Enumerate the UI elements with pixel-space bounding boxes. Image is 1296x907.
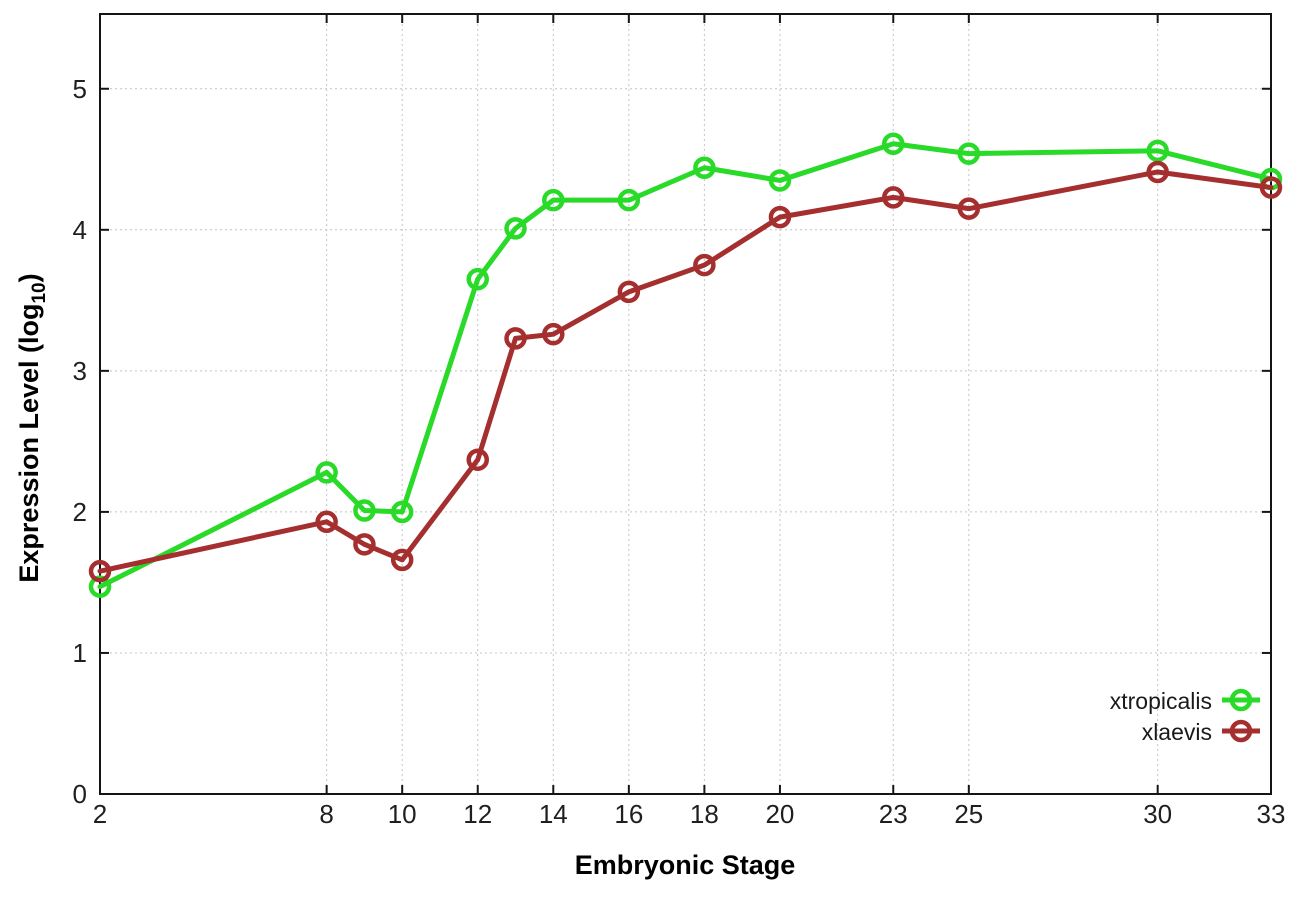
y-axis-title-close: ) bbox=[14, 273, 44, 282]
data-point-xtropicalis-8 bbox=[315, 461, 338, 484]
x-tick-label-2: 2 bbox=[93, 799, 107, 829]
data-point-xlaevis-12 bbox=[466, 448, 489, 471]
data-point-xtropicalis-14 bbox=[542, 188, 565, 212]
data-point-xlaevis-10 bbox=[390, 548, 414, 572]
data-point-xlaevis-30 bbox=[1146, 160, 1169, 184]
data-point-xtropicalis-12 bbox=[466, 267, 489, 291]
y-tick-label-3: 3 bbox=[73, 356, 87, 386]
legend-label-xlaevis: xlaevis bbox=[1142, 719, 1212, 745]
data-point-xlaevis-18 bbox=[693, 253, 716, 277]
data-point-xlaevis-14 bbox=[542, 322, 565, 346]
y-tick-label-4: 4 bbox=[73, 215, 87, 245]
legend-label-xtropicalis: xtropicalis bbox=[1110, 688, 1212, 714]
data-point-xtropicalis-20 bbox=[768, 169, 792, 192]
x-tick-label-20: 20 bbox=[765, 799, 794, 829]
plot-border bbox=[99, 13, 1272, 795]
data-point-xtropicalis-23 bbox=[882, 132, 905, 156]
series-line-xtropicalis bbox=[97, 141, 1274, 590]
data-point-xtropicalis-2 bbox=[88, 575, 112, 598]
x-tick-label-10: 10 bbox=[388, 799, 417, 829]
data-point-xtropicalis-9 bbox=[353, 499, 376, 522]
legend: xtropicalis xlaevis bbox=[1110, 688, 1260, 745]
data-point-xlaevis-33 bbox=[1259, 176, 1283, 199]
x-tick-label-16: 16 bbox=[614, 799, 643, 829]
y-axis-title-subscript: 10 bbox=[29, 282, 50, 303]
data-point-xtropicalis-16 bbox=[617, 188, 641, 212]
y-tick-label-2: 2 bbox=[73, 497, 87, 527]
y-axis-title-main: Expression Level (log bbox=[14, 304, 44, 583]
x-tick-label-30: 30 bbox=[1143, 799, 1172, 829]
series-line-xlaevis bbox=[97, 169, 1274, 574]
data-point-xlaevis-25 bbox=[957, 197, 981, 220]
legend-sample-marker-xtropicalis bbox=[1229, 688, 1253, 712]
data-point-xtropicalis-10 bbox=[390, 500, 414, 524]
data-point-xtropicalis-25 bbox=[957, 142, 981, 165]
data-point-xtropicalis-18 bbox=[693, 156, 716, 179]
data-point-xlaevis-23 bbox=[882, 186, 905, 209]
data-point-xlaevis-9 bbox=[353, 533, 376, 556]
data-point-xlaevis-8 bbox=[315, 510, 338, 534]
series-layer bbox=[88, 132, 1283, 598]
x-tick-label-18: 18 bbox=[690, 799, 719, 829]
y-axis-title: Expression Level (log10) bbox=[14, 273, 50, 582]
data-point-xtropicalis-30 bbox=[1146, 139, 1169, 163]
x-axis-title: Embryonic Stage bbox=[575, 850, 796, 880]
x-tick-label-12: 12 bbox=[463, 799, 492, 829]
data-point-xlaevis-13 bbox=[504, 327, 527, 350]
x-tick-label-14: 14 bbox=[539, 799, 568, 829]
legend-item-xtropicalis: xtropicalis bbox=[1110, 688, 1260, 714]
y-tick-label-1: 1 bbox=[73, 638, 87, 668]
x-tick-label-33: 33 bbox=[1257, 799, 1286, 829]
grid-layer bbox=[99, 14, 1272, 795]
legend-sample-marker-xlaevis bbox=[1229, 719, 1253, 743]
x-tick-label-8: 8 bbox=[319, 799, 333, 829]
plot-border-layer bbox=[99, 13, 1272, 795]
tick-layer bbox=[99, 14, 1272, 795]
data-point-xlaevis-2 bbox=[88, 559, 112, 583]
y-tick-label-0: 0 bbox=[73, 779, 87, 809]
y-tick-label-5: 5 bbox=[73, 74, 87, 104]
x-tick-label-25: 25 bbox=[954, 799, 983, 829]
data-point-xlaevis-16 bbox=[617, 280, 641, 304]
data-point-xtropicalis-13 bbox=[504, 217, 527, 240]
legend-item-xlaevis: xlaevis bbox=[1142, 719, 1260, 745]
data-point-xlaevis-20 bbox=[768, 205, 792, 229]
x-tick-label-23: 23 bbox=[879, 799, 908, 829]
